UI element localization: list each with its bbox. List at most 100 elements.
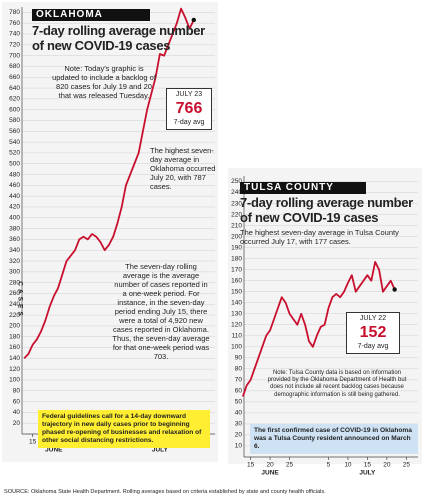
y-tick-label: 180 — [231, 255, 242, 262]
y-tick-label: 440 — [9, 193, 20, 200]
x-tick-label: 20 — [266, 462, 274, 469]
note: Note: Today's graphic is updated to incl… — [52, 64, 156, 100]
chart-title: 7-day rolling average number of new COVI… — [240, 195, 413, 225]
y-tick-label: 620 — [9, 96, 20, 103]
x-group-label: JUNE — [45, 447, 63, 454]
line — [23, 7, 195, 359]
callout-date: JULY 22 — [359, 315, 387, 322]
y-tick-label: 680 — [9, 63, 20, 70]
y-tick-label: 250 — [231, 178, 242, 185]
y-tick-label: 720 — [9, 42, 20, 49]
callout-date: JULY 23 — [175, 91, 203, 98]
x-tick-label: 15 — [29, 439, 37, 446]
y-tick-label: 60 — [235, 388, 243, 395]
y-tick-label: 640 — [9, 85, 20, 92]
x-tick-label: 5 — [327, 462, 331, 469]
y-tick-label: 60 — [13, 398, 21, 405]
y-tick-label: 340 — [9, 247, 20, 254]
y-tick-label: 580 — [9, 117, 20, 124]
y-tick-label: 20 — [235, 432, 243, 439]
y-tick-label: 360 — [9, 236, 20, 243]
y-tick-label: 210 — [231, 222, 242, 229]
y-tick-label: 100 — [231, 344, 242, 351]
y-tick-label: 80 — [13, 387, 21, 394]
y-tick-label: 520 — [9, 150, 20, 157]
source: SOURCE: Oklahoma State Health Department… — [4, 489, 326, 495]
x-tick-label: 25 — [286, 462, 294, 469]
y-tick-label: 660 — [9, 74, 20, 81]
y-tick-label: 380 — [9, 225, 20, 232]
y-tick-label: 80 — [235, 366, 243, 373]
y-tick-label: 160 — [231, 277, 242, 284]
y-tick-label: 280 — [9, 279, 20, 286]
callout: JULY 23 766 7-day avg — [166, 88, 212, 130]
y-tick-label: 90 — [235, 355, 243, 362]
x-group-label: JULY — [359, 470, 376, 477]
y-tick-label: 160 — [9, 344, 20, 351]
chart-title: 7-day rolling average number of new COVI… — [32, 23, 205, 53]
annotation: The highest seven-day average in Oklahom… — [150, 146, 216, 191]
x-group-label: JULY — [152, 447, 169, 454]
y-tick-label: 500 — [9, 160, 20, 167]
y-tick-label: 600 — [9, 106, 20, 113]
x-tick-label: 20 — [383, 462, 391, 469]
y-tick-label: 120 — [231, 321, 242, 328]
y-tick-label: 320 — [9, 258, 20, 265]
line — [241, 261, 396, 397]
y-tick-label: 20 — [13, 420, 21, 427]
y-tick-label: 300 — [9, 269, 20, 276]
y-tick-label: 140 — [9, 355, 20, 362]
panel — [2, 2, 218, 462]
y-tick-label: 230 — [231, 200, 242, 207]
y-tick-label: 240 — [9, 301, 20, 308]
callout-unit: 7-day avg — [357, 342, 389, 350]
y-axis-label: CASES — [16, 281, 23, 318]
y-tick-label: 760 — [9, 20, 20, 27]
point — [191, 17, 196, 23]
callout-unit: 7-day avg — [173, 118, 205, 126]
x-tick-label: 15 — [364, 462, 372, 469]
y-tick-label: 180 — [9, 333, 20, 340]
point — [392, 287, 397, 292]
x-tick-label: 25 — [403, 462, 411, 469]
y-tick-label: 200 — [9, 323, 20, 330]
y-tick-label: 560 — [9, 128, 20, 135]
y-tick-label: 240 — [231, 189, 242, 196]
y-tick-label: 150 — [231, 288, 242, 295]
y-tick-label: 140 — [231, 299, 242, 306]
tag: OKLAHOMA — [32, 9, 150, 21]
y-tick-label: 70 — [235, 377, 243, 384]
y-tick-label: 540 — [9, 139, 20, 146]
y-tick-label: 50 — [235, 399, 243, 406]
y-tick-label: 40 — [13, 409, 21, 416]
note: Note: Tulsa County data is based on info… — [267, 370, 407, 398]
y-tick-label: 10 — [235, 443, 243, 450]
subtitle: The highest seven-day average in Tulsa C… — [240, 228, 399, 246]
y-tick-label: 220 — [9, 312, 20, 319]
highlight: The first confirmed case of COVID-19 in … — [250, 424, 418, 454]
y-tick-label: 200 — [231, 233, 242, 240]
y-tick-label: 480 — [9, 171, 20, 178]
y-tick-label: 700 — [9, 52, 20, 59]
y-tick-label: 740 — [9, 31, 20, 38]
y-tick-label: 40 — [235, 410, 243, 417]
y-tick-label: 120 — [9, 366, 20, 373]
callout-value: 152 — [359, 324, 387, 342]
y-tick-label: 460 — [9, 182, 20, 189]
y-tick-label: 190 — [231, 244, 242, 251]
y-tick-label: 170 — [231, 266, 242, 273]
y-tick-label: 220 — [231, 211, 242, 218]
callout-value: 766 — [175, 100, 203, 118]
y-tick-label: 30 — [235, 421, 243, 428]
tag: TULSA COUNTY — [240, 182, 366, 194]
y-tick-label: 110 — [232, 333, 243, 340]
explanation: The seven-day rolling average is the ave… — [112, 262, 210, 361]
y-tick-label: 130 — [231, 310, 242, 317]
y-tick-label: 420 — [9, 204, 20, 211]
x-tick-label: 15 — [247, 462, 255, 469]
y-tick-label: 100 — [9, 377, 20, 384]
y-tick-label: 400 — [9, 215, 20, 222]
callout: JULY 22 152 7-day avg — [346, 312, 400, 354]
y-tick-label: 780 — [9, 9, 20, 16]
